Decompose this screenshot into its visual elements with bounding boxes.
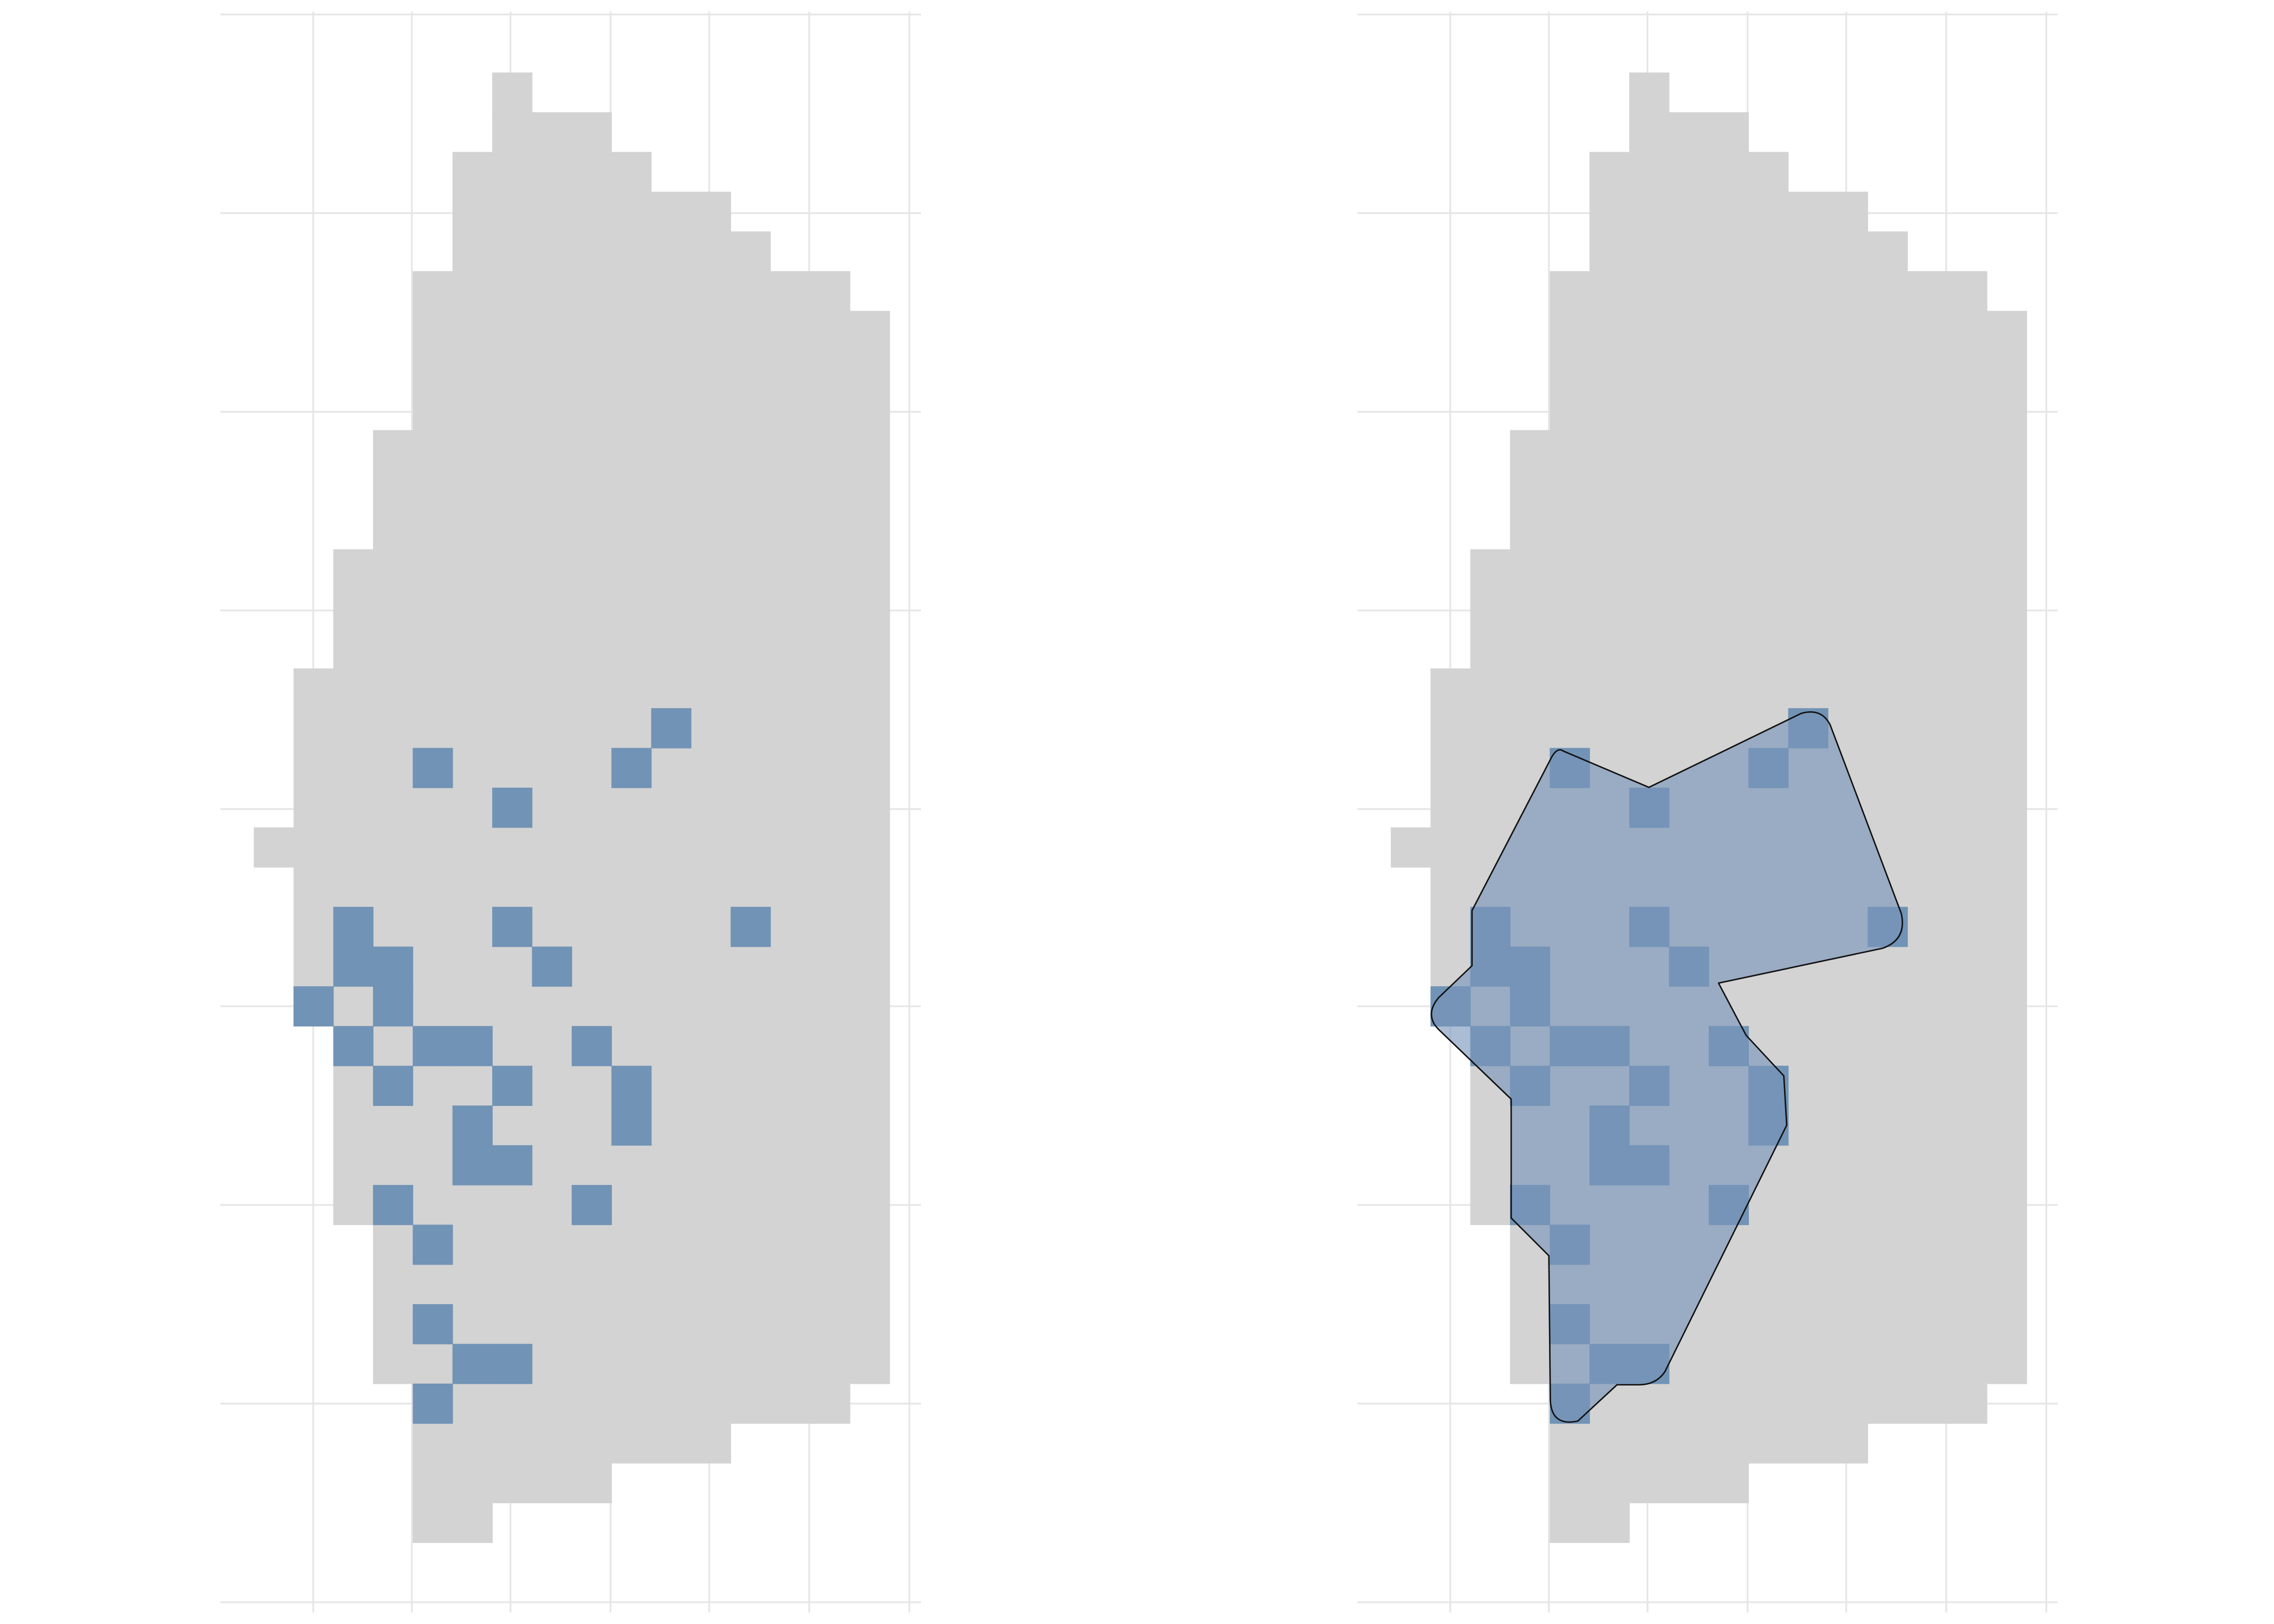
land-cell-row bbox=[1430, 668, 2027, 709]
land-cell-row bbox=[1589, 231, 1908, 272]
highlight-cell bbox=[413, 1304, 453, 1345]
highlight-cell bbox=[611, 1065, 652, 1106]
land-cell-row bbox=[1470, 628, 2027, 669]
land-cell-row bbox=[1550, 1503, 1630, 1543]
highlight-cell bbox=[373, 946, 414, 987]
land-cell-row bbox=[1510, 509, 2027, 550]
land-cell-row bbox=[333, 628, 890, 669]
land-cell-row bbox=[413, 1423, 731, 1464]
highlight-cell bbox=[492, 1344, 533, 1384]
highlight-cell bbox=[492, 1065, 533, 1106]
highlight-cell bbox=[492, 907, 533, 947]
region-polygon bbox=[1430, 711, 1903, 1423]
land-cell-row bbox=[1470, 549, 2027, 590]
highlight-cell bbox=[333, 1026, 374, 1066]
land-cell-row bbox=[333, 549, 890, 590]
land-cell-row bbox=[373, 509, 890, 550]
highlight-cell bbox=[413, 748, 453, 788]
land-cell-row bbox=[293, 788, 890, 828]
highlight-cell bbox=[651, 708, 691, 749]
highlight-cell bbox=[452, 1026, 493, 1066]
land-cell-row bbox=[373, 1264, 890, 1305]
highlight-cell bbox=[452, 1344, 493, 1384]
highlight-cell bbox=[413, 1224, 453, 1265]
land-cell-row bbox=[492, 112, 612, 153]
highlight-cell bbox=[730, 907, 771, 947]
land-cell-row bbox=[1510, 430, 2027, 470]
land-cell-row bbox=[373, 469, 890, 510]
highlight-cell bbox=[373, 1184, 414, 1226]
land-cell-row bbox=[1629, 72, 1670, 113]
highlight-cell bbox=[413, 1383, 453, 1424]
land-cell-row bbox=[413, 350, 890, 391]
land-cell-row bbox=[452, 231, 771, 272]
land-cell-row bbox=[293, 668, 890, 709]
land-cell-row bbox=[492, 72, 533, 113]
highlight-cell bbox=[452, 1145, 493, 1186]
highlight-cell bbox=[611, 748, 652, 788]
land-cell-row bbox=[373, 430, 890, 470]
land-cell-row bbox=[413, 1503, 493, 1543]
highlight-cell bbox=[571, 1184, 612, 1226]
land-cell-row bbox=[452, 152, 652, 192]
land-cell-row bbox=[1589, 192, 1868, 232]
land-cell-row bbox=[373, 1304, 890, 1345]
highlight-cell bbox=[413, 1026, 453, 1066]
land-cell-row bbox=[1629, 112, 1749, 153]
highlight-cell bbox=[373, 986, 414, 1027]
land-cell-row bbox=[452, 192, 731, 232]
land-cell-row bbox=[1550, 350, 2027, 391]
land-cell-row bbox=[1550, 1463, 1749, 1503]
land-cell-row bbox=[293, 907, 890, 947]
land-cell-row bbox=[413, 390, 890, 431]
highlight-cell bbox=[492, 788, 533, 828]
land-cell-row bbox=[1550, 390, 2027, 431]
highlight-cell bbox=[492, 1145, 533, 1186]
land-cell-row bbox=[413, 271, 851, 312]
land-cell-row bbox=[413, 1463, 612, 1503]
highlight-cell bbox=[611, 1105, 652, 1146]
land-cell-row bbox=[333, 1145, 890, 1186]
highlight-cell bbox=[333, 907, 374, 947]
land-cell-row bbox=[413, 311, 890, 351]
highlight-cell bbox=[532, 946, 572, 987]
highlight-cell bbox=[452, 1105, 493, 1146]
land-cell-row bbox=[293, 708, 890, 749]
land-cell-row bbox=[1510, 469, 2027, 510]
land-cell-row bbox=[373, 1224, 890, 1265]
land-cell-row bbox=[293, 867, 890, 907]
land-cell-row bbox=[373, 1344, 890, 1384]
land-cell-row bbox=[1470, 589, 2027, 630]
left-panel bbox=[220, 11, 921, 1613]
land-cell-row bbox=[1550, 311, 2027, 351]
highlight-cell bbox=[333, 946, 374, 987]
land-cell-row bbox=[333, 589, 890, 630]
land-cell-row bbox=[413, 1383, 851, 1424]
highlight-cell bbox=[373, 1065, 414, 1106]
land-cell-row bbox=[1550, 271, 1988, 312]
highlight-cell bbox=[571, 1026, 612, 1066]
land-cell-row bbox=[1589, 152, 1789, 192]
land-cell-row bbox=[253, 827, 890, 868]
land-cell-row bbox=[293, 748, 890, 788]
highlight-cell bbox=[293, 986, 334, 1027]
land-cell-row bbox=[1430, 708, 2027, 749]
land-cell-row bbox=[1550, 1383, 1988, 1424]
land-cell-row bbox=[1550, 1423, 1868, 1464]
